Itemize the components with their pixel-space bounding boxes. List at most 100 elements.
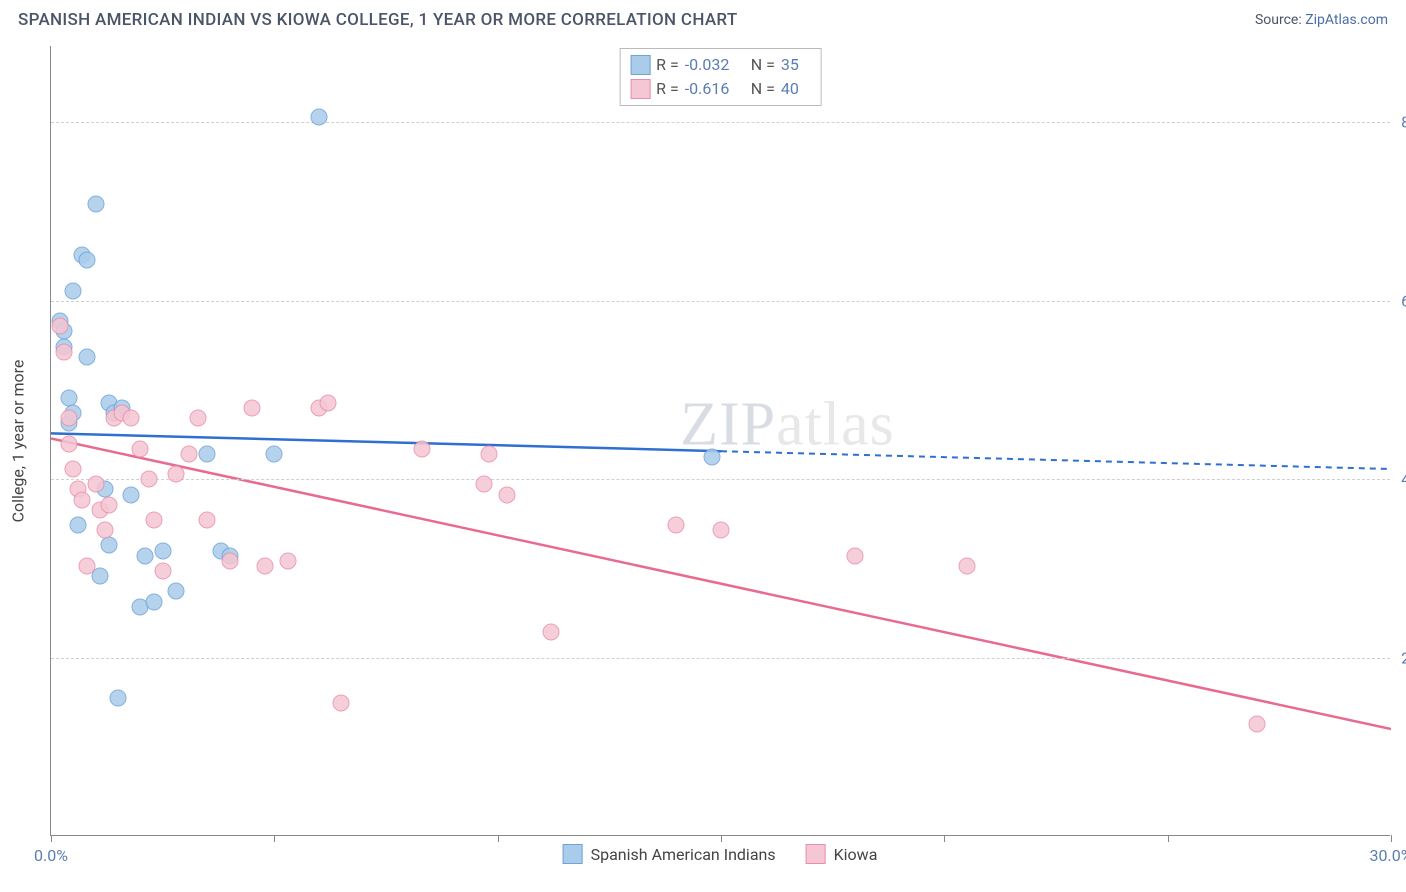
plot-area: ZIPatlas R =-0.032 N =35R =-0.616 N =40 … <box>50 46 1390 836</box>
y-tick-label: 45.0% <box>1384 470 1406 489</box>
data-point <box>199 445 216 462</box>
stats-row: R = -0.616 N =40 <box>630 77 811 101</box>
legend-label: Spanish American Indians <box>591 845 776 864</box>
r-label: R = <box>656 77 679 101</box>
trend-lines <box>51 46 1391 836</box>
data-point <box>333 695 350 712</box>
y-axis-label: College, 1 year or more <box>9 360 28 523</box>
x-tick-label: 30.0% <box>1370 846 1406 865</box>
data-point <box>96 522 113 539</box>
data-point <box>60 435 77 452</box>
source-label: Source: <box>1255 12 1305 28</box>
data-point <box>78 252 95 269</box>
x-tick-label: 0.0% <box>34 846 68 865</box>
data-point <box>668 517 685 534</box>
data-point <box>101 537 118 554</box>
data-point <box>87 196 104 213</box>
data-point <box>480 445 497 462</box>
y-tick-label: 27.5% <box>1384 648 1406 667</box>
watermark-atlas: atlas <box>776 390 895 458</box>
data-point <box>154 562 171 579</box>
data-point <box>101 496 118 513</box>
legend-swatch <box>630 79 650 99</box>
trend-line-solid <box>51 433 721 451</box>
r-value: -0.616 <box>685 77 741 101</box>
data-point <box>123 486 140 503</box>
data-point <box>69 517 86 534</box>
x-tick-mark <box>51 835 52 842</box>
data-point <box>476 476 493 493</box>
data-point <box>154 542 171 559</box>
legend-item: Kiowa <box>806 844 878 864</box>
n-label: N = <box>747 77 775 101</box>
data-point <box>543 624 560 641</box>
legend-item: Spanish American Indians <box>563 844 776 864</box>
x-tick-mark <box>1391 835 1392 842</box>
data-point <box>181 445 198 462</box>
data-point <box>74 491 91 508</box>
gridline-h <box>51 301 1390 302</box>
data-point <box>65 461 82 478</box>
data-point <box>60 410 77 427</box>
gridline-h <box>51 122 1390 123</box>
data-point <box>319 394 336 411</box>
data-point <box>145 593 162 610</box>
legend-label: Kiowa <box>834 845 878 864</box>
r-value: -0.032 <box>685 53 741 77</box>
legend-swatch <box>630 55 650 75</box>
y-tick-label: 80.0% <box>1384 113 1406 132</box>
data-point <box>847 547 864 564</box>
stats-row: R = -0.032 N =35 <box>630 53 811 77</box>
x-tick-mark <box>274 835 275 842</box>
n-value: 40 <box>781 77 811 101</box>
data-point <box>51 318 68 335</box>
data-point <box>78 348 95 365</box>
legend-swatch <box>806 844 826 864</box>
legend-swatch <box>563 844 583 864</box>
data-point <box>141 471 158 488</box>
trend-line-dashed <box>721 451 1391 469</box>
data-point <box>132 440 149 457</box>
x-tick-mark <box>944 835 945 842</box>
r-label: R = <box>656 53 679 77</box>
stats-legend: R = -0.032 N =35 R = -0.616 N =40 <box>619 48 822 106</box>
watermark-zip: ZIP <box>680 390 776 458</box>
data-point <box>221 552 238 569</box>
data-point <box>1249 715 1266 732</box>
n-value: 35 <box>781 53 811 77</box>
data-point <box>413 440 430 457</box>
data-point <box>311 109 328 126</box>
data-point <box>199 512 216 529</box>
data-point <box>190 410 207 427</box>
data-point <box>704 448 721 465</box>
data-point <box>244 399 261 416</box>
x-tick-mark <box>1168 835 1169 842</box>
data-point <box>958 557 975 574</box>
data-point <box>136 547 153 564</box>
data-point <box>87 476 104 493</box>
chart-title: SPANISH AMERICAN INDIAN VS KIOWA COLLEGE… <box>18 10 738 30</box>
x-tick-mark <box>721 835 722 842</box>
data-point <box>92 568 109 585</box>
data-point <box>257 557 274 574</box>
data-point <box>279 552 296 569</box>
data-point <box>56 343 73 360</box>
data-point <box>168 583 185 600</box>
source-link[interactable]: ZipAtlas.com <box>1305 12 1388 28</box>
data-point <box>498 486 515 503</box>
data-point <box>65 282 82 299</box>
data-point <box>78 557 95 574</box>
chart-area: ZIPatlas R =-0.032 N =35R =-0.616 N =40 … <box>50 46 1390 836</box>
data-point <box>266 445 283 462</box>
x-tick-mark <box>498 835 499 842</box>
data-point <box>123 410 140 427</box>
n-label: N = <box>747 53 775 77</box>
series-legend: Spanish American Indians Kiowa <box>563 844 878 864</box>
data-point <box>145 512 162 529</box>
data-point <box>713 522 730 539</box>
trend-line-solid <box>51 438 1391 729</box>
source-attribution: Source: ZipAtlas.com <box>1255 12 1388 28</box>
y-tick-label: 62.5% <box>1384 291 1406 310</box>
gridline-h <box>51 658 1390 659</box>
data-point <box>110 690 127 707</box>
